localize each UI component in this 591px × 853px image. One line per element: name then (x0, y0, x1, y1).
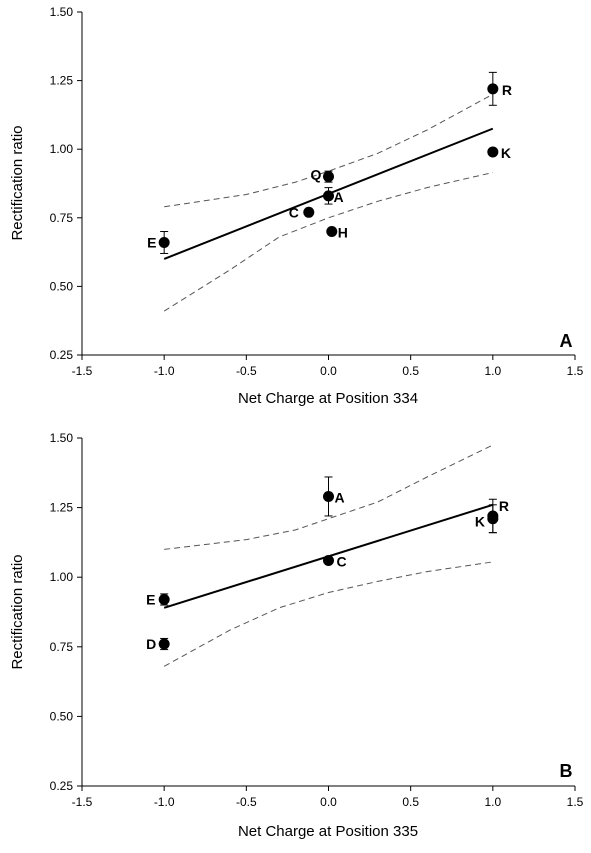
y-tick-label: 0.75 (50, 640, 74, 654)
y-tick-label: 1.50 (50, 431, 74, 445)
y-tick-label: 1.25 (50, 74, 74, 88)
y-axis-label: Rectification ratio (9, 125, 26, 240)
x-tick-label: -0.5 (236, 795, 257, 809)
point-label: K (475, 514, 485, 530)
point-label: C (337, 553, 347, 569)
y-tick-label: 1.00 (50, 142, 74, 156)
point-label: A (335, 489, 345, 505)
data-point (323, 190, 334, 202)
data-point (158, 638, 170, 650)
y-tick-label: 1.00 (50, 570, 74, 584)
y-tick-label: 1.50 (50, 5, 74, 19)
confidence-band-lower (163, 561, 493, 667)
confidence-band-lower (163, 172, 493, 312)
x-axis-label: Net Charge at Position 334 (238, 390, 418, 407)
confidence-band-upper (164, 93, 494, 208)
data-point (326, 226, 338, 238)
point-label: K (501, 145, 511, 161)
x-tick-label: 1.5 (567, 795, 584, 809)
y-tick-label: 1.25 (50, 501, 74, 515)
x-tick-label: 0.5 (402, 364, 419, 378)
data-point (487, 146, 499, 158)
y-tick-label: 0.25 (50, 779, 74, 793)
x-tick-label: 0.5 (402, 795, 419, 809)
data-point (323, 554, 334, 566)
y-tick-label: 0.25 (50, 348, 74, 362)
point-label: E (146, 591, 155, 607)
x-tick-label: 1.0 (484, 364, 501, 378)
data-point (323, 171, 334, 183)
data-point (323, 490, 334, 502)
point-label: A (334, 189, 344, 205)
panel-label: B (560, 761, 573, 781)
x-tick-label: -1.5 (72, 795, 93, 809)
y-tick-label: 0.75 (50, 211, 74, 225)
data-point (303, 206, 315, 218)
x-tick-label: 0.0 (320, 795, 337, 809)
point-label: D (146, 636, 156, 652)
x-tick-label: 0.0 (320, 364, 337, 378)
point-label: H (338, 225, 348, 241)
y-tick-label: 0.50 (50, 709, 74, 723)
confidence-band-upper (164, 444, 494, 550)
y-axis-label: Rectification ratio (9, 554, 26, 669)
point-label: Q (311, 167, 322, 183)
data-point (158, 236, 170, 248)
point-label: R (502, 82, 512, 98)
panel-a: Rectification ratio Net Charge at Positi… (9, 5, 584, 407)
x-tick-label: -1.0 (154, 364, 175, 378)
panel-b: Rectification ratio Net Charge at Positi… (9, 431, 584, 840)
y-tick-label: 0.50 (50, 279, 74, 293)
x-tick-label: -1.0 (154, 795, 175, 809)
point-label: E (147, 234, 156, 250)
point-label: C (289, 204, 299, 220)
x-tick-label: 1.0 (484, 795, 501, 809)
x-tick-label: 1.5 (567, 364, 584, 378)
x-tick-label: -0.5 (236, 364, 257, 378)
x-axis-label: Net Charge at Position 335 (238, 823, 418, 840)
data-point (158, 593, 170, 605)
point-label: R (499, 498, 509, 514)
panel-label: A (560, 331, 573, 351)
data-point (487, 513, 499, 525)
data-point (487, 83, 499, 95)
x-tick-label: -1.5 (72, 364, 93, 378)
